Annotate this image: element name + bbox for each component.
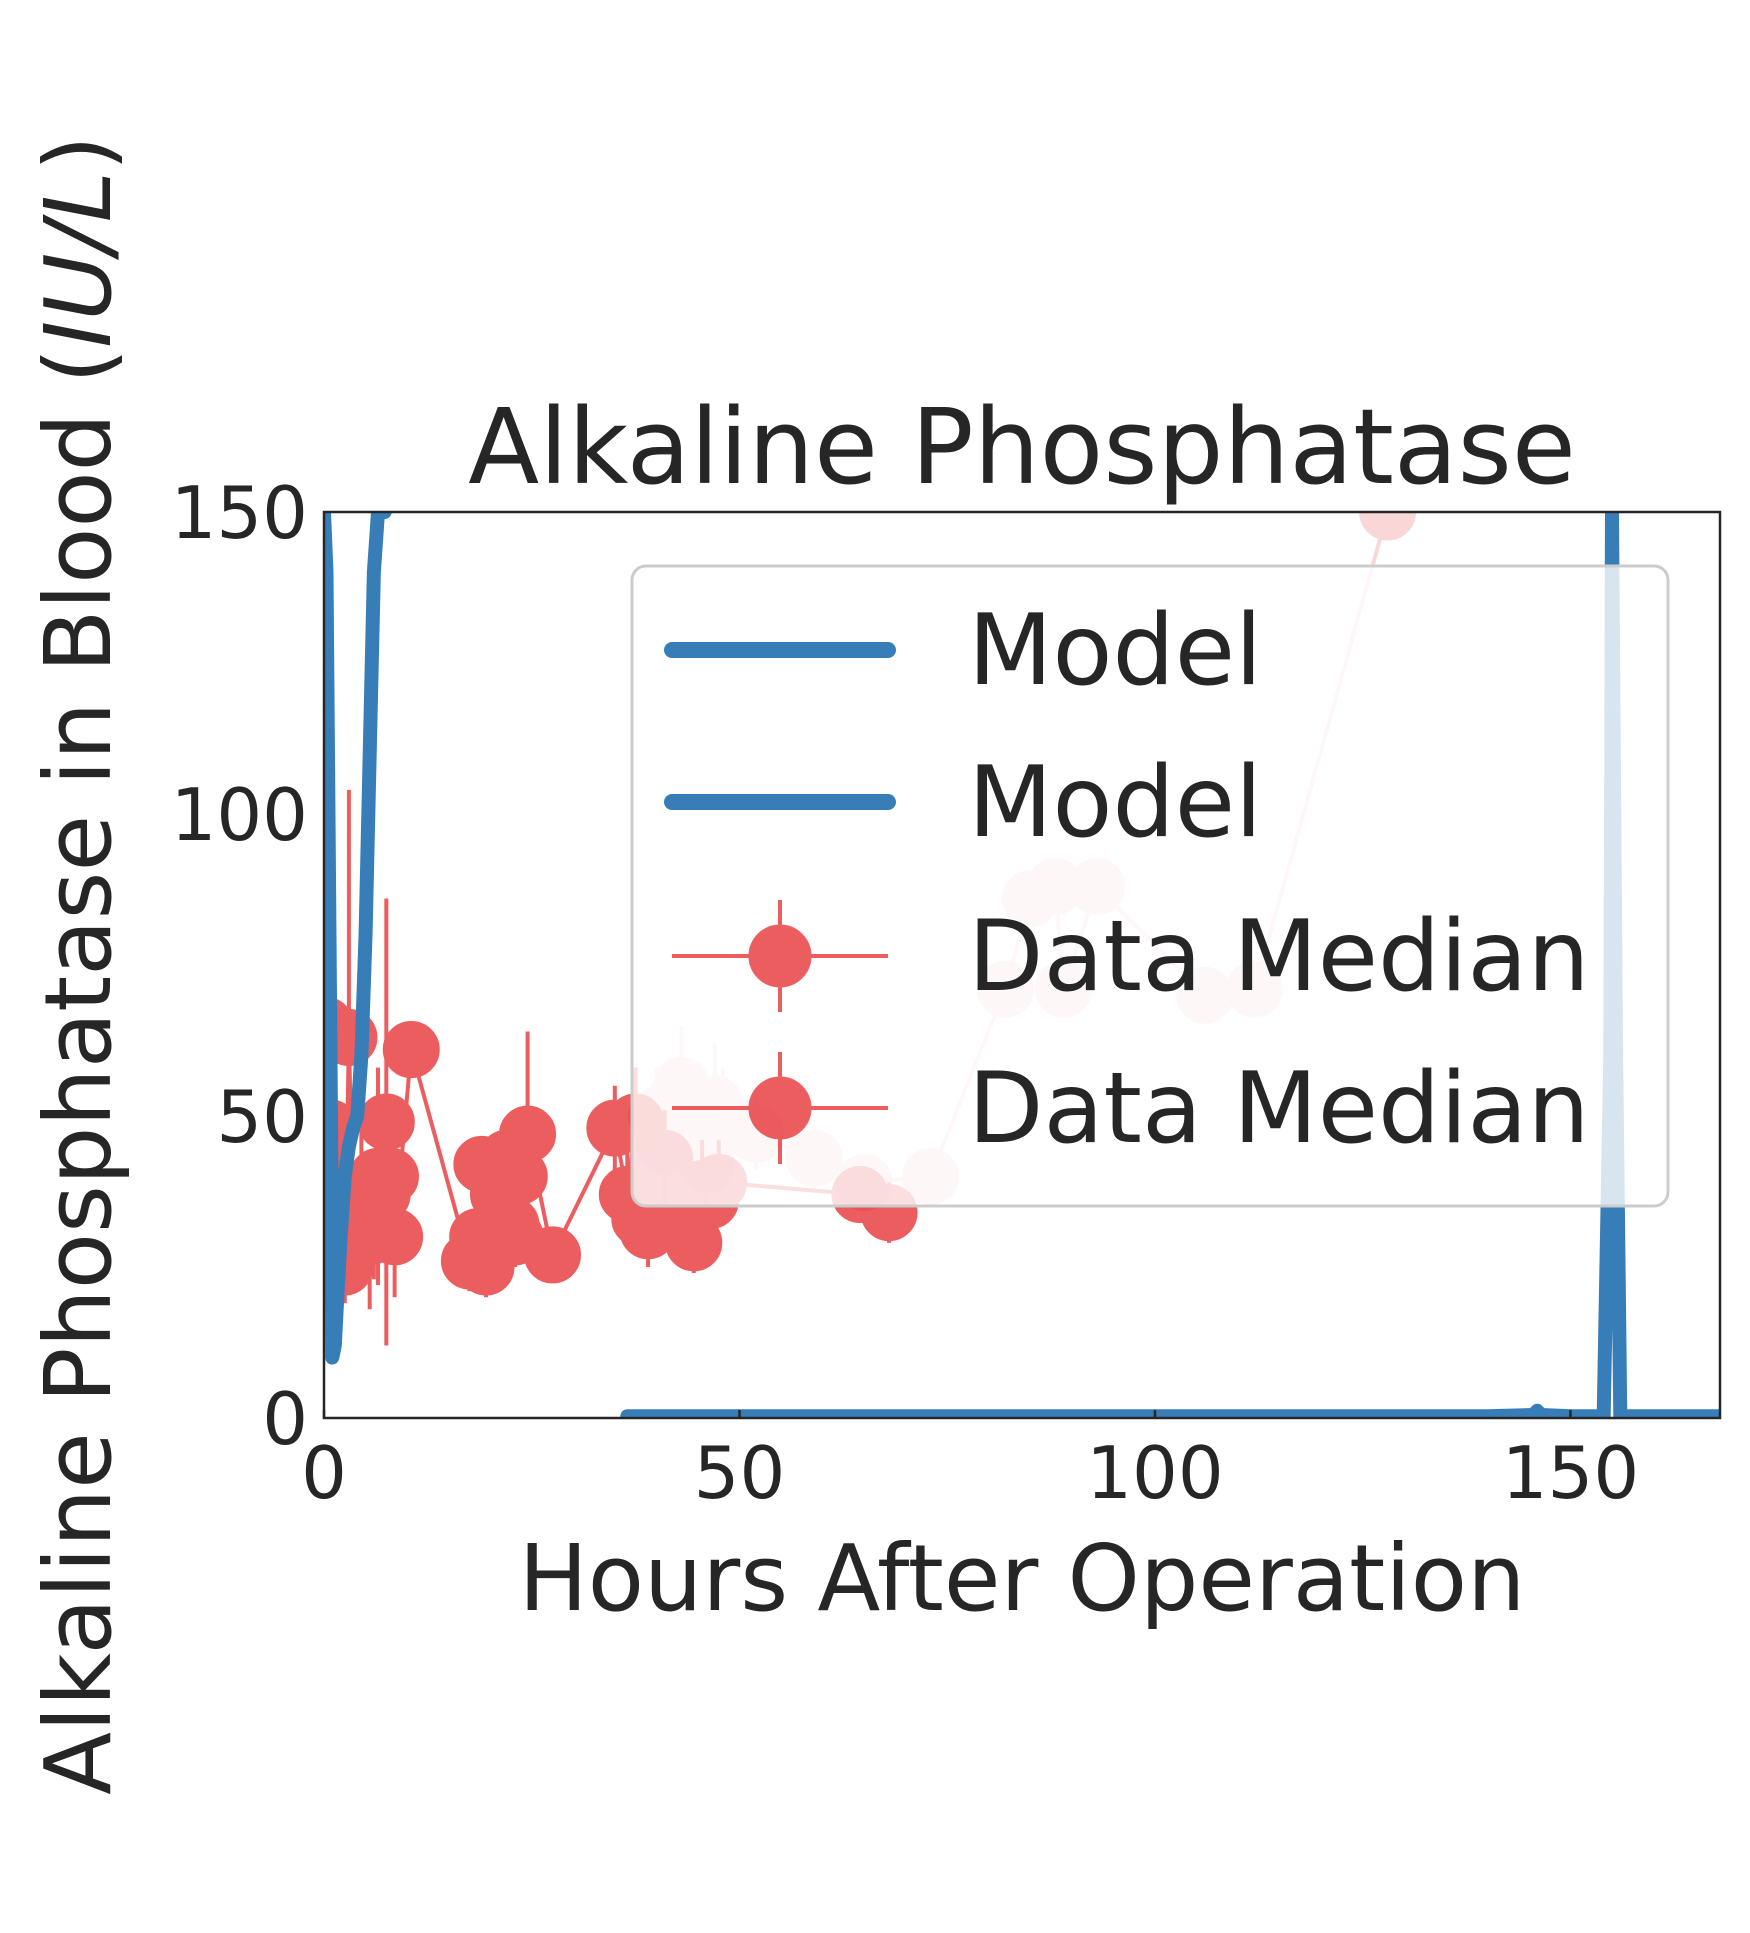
legend: Model Model Data Median Data Median [630, 564, 1670, 1208]
legend-point [748, 1076, 812, 1140]
y-tick-label: 100 [171, 773, 308, 857]
y-axis-label-text: Alkaline Phosphatase in Blood ( [25, 348, 132, 1795]
x-tick-label: 100 [1086, 1431, 1223, 1515]
data-point [361, 1147, 419, 1205]
chart-title: Alkaline Phosphatase [468, 386, 1576, 508]
legend-label: Model [968, 746, 1262, 860]
legend-items: Model Model Data Median Data Median [664, 594, 1590, 1166]
y-axis: 0 50 100 150 [171, 471, 308, 1461]
legend-marker-data [672, 1052, 888, 1164]
x-tick-label: 0 [301, 1431, 347, 1515]
legend-marker-data [672, 900, 888, 1012]
x-axis-label: Hours After Operation [519, 1525, 1526, 1632]
legend-box [630, 564, 1670, 1208]
legend-item: Model [664, 594, 1262, 708]
y-tick-label: 0 [262, 1377, 308, 1461]
y-tick-label: 50 [216, 1075, 308, 1159]
data-point [366, 1208, 424, 1266]
x-tick-label: 50 [694, 1431, 786, 1515]
data-point [499, 1105, 557, 1163]
data-point [382, 1021, 440, 1079]
legend-item: Data Median [672, 900, 1590, 1014]
data-point [357, 1093, 415, 1151]
x-tick-label: 150 [1502, 1431, 1639, 1515]
x-axis: 0 50 100 150 [301, 1410, 1639, 1515]
y-tick-label: 150 [171, 471, 308, 555]
data-point [524, 1226, 582, 1284]
y-axis-label-close: ) [25, 135, 132, 171]
legend-item: Model [664, 746, 1262, 860]
plot-frame [322, 510, 1722, 1420]
model-line-1 [324, 512, 392, 1365]
legend-item: Data Median [672, 1052, 1590, 1166]
legend-label: Data Median [968, 1052, 1590, 1166]
y-axis-label-unit: IU/L [25, 171, 132, 348]
legend-label: Data Median [968, 900, 1590, 1014]
legend-label: Model [968, 594, 1262, 708]
y-axis-label: Alkaline Phosphatase in Blood (IU/L) [25, 135, 132, 1795]
legend-point [748, 924, 812, 988]
data-point [1359, 512, 1417, 541]
